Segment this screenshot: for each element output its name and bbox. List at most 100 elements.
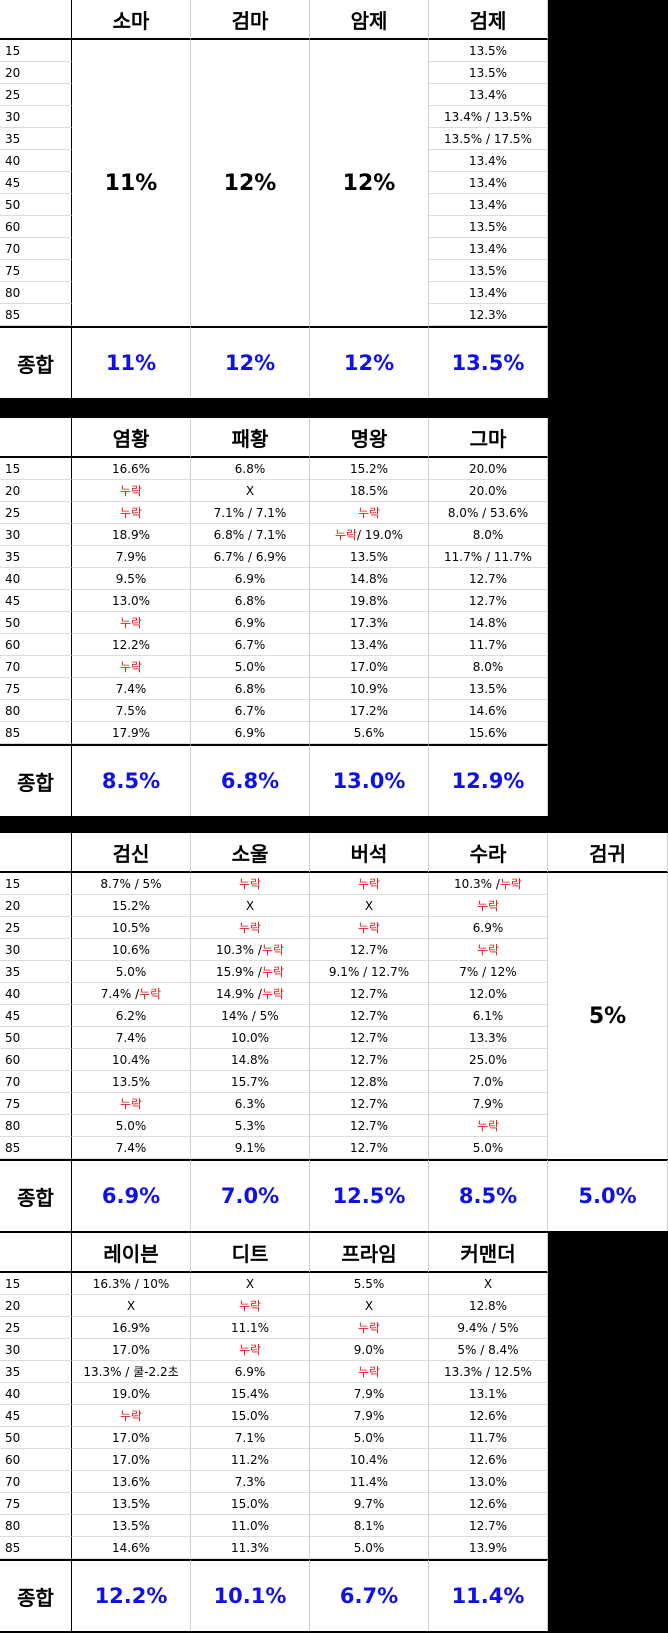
value-cell: 7.1% / 7.1% [191, 502, 310, 524]
value-cell: 누락 [310, 873, 429, 895]
value-cell: 12.3% [429, 304, 548, 326]
value-cell: 9.4% / 5% [429, 1317, 548, 1339]
value-cell: 9.0% [310, 1339, 429, 1361]
value-cell: 17.0% [310, 656, 429, 678]
missing-mark: 누락 [238, 877, 262, 891]
class-header: 수라 [429, 833, 548, 873]
value-cell: 17.3% [310, 612, 429, 634]
level-label: 20 [0, 62, 72, 84]
value-cell: 6.8% [191, 458, 310, 480]
missing-mark: 누락 [357, 506, 381, 520]
class-header: 패황 [191, 418, 310, 458]
value-cell: 17.0% [72, 1339, 191, 1361]
value-cell: 11.3% [191, 1537, 310, 1559]
value-cell: 6.9% [429, 917, 548, 939]
level-label: 70 [0, 656, 72, 678]
value-cell: 15.0% [191, 1405, 310, 1427]
value-cell: 13.3% / 12.5% [429, 1361, 548, 1383]
summary-value: 6.8% [191, 744, 310, 816]
value-cell: 13.4% [429, 172, 548, 194]
class-header: 디트 [191, 1233, 310, 1273]
level-label: 50 [0, 1427, 72, 1449]
value-cell: 18.9% [72, 524, 191, 546]
value-cell: 누락 [310, 1317, 429, 1339]
level-label: 85 [0, 1137, 72, 1159]
value-cell: 16.6% [72, 458, 191, 480]
value-cell: 12.6% [429, 1405, 548, 1427]
value-cell: 13.5% [72, 1493, 191, 1515]
value-cell: 20.0% [429, 480, 548, 502]
value-cell: 13.6% [72, 1471, 191, 1493]
level-label: 15 [0, 458, 72, 480]
class-header: 소마 [72, 0, 191, 40]
level-label: 40 [0, 1383, 72, 1405]
value-cell: 17.2% [310, 700, 429, 722]
value-cell: 15.9% / 누락 [191, 961, 310, 983]
value-cell: 13.3% [429, 1027, 548, 1049]
value-cell: 12.7% [429, 1515, 548, 1537]
missing-mark: 누락 [119, 506, 143, 520]
level-label: 45 [0, 590, 72, 612]
missing-mark: 누락 [476, 1119, 500, 1133]
missing-mark: 누락 [119, 616, 143, 630]
corner-cell [0, 0, 72, 40]
value-text: / 19.0% [357, 527, 404, 542]
corner-cell [0, 418, 72, 458]
value-cell: 12.7% [310, 939, 429, 961]
level-label: 25 [0, 502, 72, 524]
value-cell: 5.3% [191, 1115, 310, 1137]
class-header: 명왕 [310, 418, 429, 458]
level-label: 30 [0, 524, 72, 546]
value-text: 10.3% / [453, 876, 500, 891]
summary-value: 13.0% [310, 744, 429, 816]
class-header: 검제 [429, 0, 548, 40]
value-cell: 17.9% [72, 722, 191, 744]
value-cell: 10.5% [72, 917, 191, 939]
value-cell: 13.3% / 쿨-2.2초 [72, 1361, 191, 1383]
value-cell: 12.7% [310, 1137, 429, 1159]
value-cell: X [72, 1295, 191, 1317]
level-label: 70 [0, 1471, 72, 1493]
merged-value-cell: 5% [548, 873, 668, 1159]
value-cell: 누락 [72, 612, 191, 634]
merged-value-cell: 12% [191, 40, 310, 326]
value-cell: 12.6% [429, 1449, 548, 1471]
summary-value: 10.1% [191, 1559, 310, 1631]
class-header: 소울 [191, 833, 310, 873]
summary-value: 12% [310, 326, 429, 398]
value-cell: 누락 [310, 502, 429, 524]
value-cell: 7.4% [72, 1027, 191, 1049]
value-cell: 6.7% / 6.9% [191, 546, 310, 568]
value-cell: 11.7% / 11.7% [429, 546, 548, 568]
summary-value: 12.2% [72, 1559, 191, 1631]
missing-mark: 누락 [119, 1097, 143, 1111]
missing-mark: 누락 [261, 943, 285, 957]
value-cell: 19.0% [72, 1383, 191, 1405]
value-cell: 12.7% [310, 1115, 429, 1137]
value-cell: 누락 [72, 1093, 191, 1115]
value-cell: 13.5% [310, 546, 429, 568]
value-cell: 누락 [72, 480, 191, 502]
value-cell: 7.5% [72, 700, 191, 722]
value-cell: 13.4% [429, 282, 548, 304]
missing-mark: 누락 [238, 1343, 262, 1357]
summary-label: 종합 [0, 1159, 72, 1231]
class-header: 검신 [72, 833, 191, 873]
summary-value: 7.0% [191, 1159, 310, 1231]
summary-value: 11.4% [429, 1559, 548, 1631]
level-label: 40 [0, 983, 72, 1005]
value-cell: 13.5% [429, 40, 548, 62]
value-cell: 10.4% [72, 1049, 191, 1071]
value-cell: 12.7% [429, 568, 548, 590]
value-cell: 14% / 5% [191, 1005, 310, 1027]
value-cell: 15.6% [429, 722, 548, 744]
value-cell: 7.9% [72, 546, 191, 568]
value-cell: 12.7% [429, 590, 548, 612]
level-label: 45 [0, 1405, 72, 1427]
value-cell: 누락 [429, 1115, 548, 1137]
value-cell: 12.7% [310, 1005, 429, 1027]
value-cell: 5.0% [191, 656, 310, 678]
value-cell: 8.1% [310, 1515, 429, 1537]
value-cell: 11.7% [429, 634, 548, 656]
level-label: 80 [0, 1115, 72, 1137]
